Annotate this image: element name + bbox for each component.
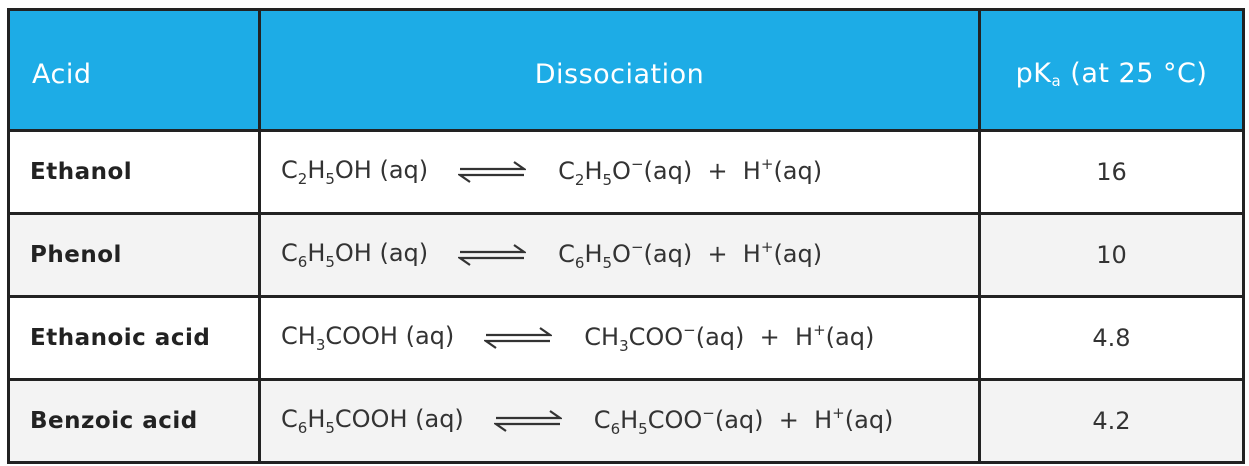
formula-text: (aq) + H (643, 240, 761, 268)
formula-text: C (558, 157, 575, 185)
formula-text: H (620, 406, 639, 434)
formula-text: CH (584, 323, 620, 351)
pka-suffix: (at 25 °C) (1061, 58, 1208, 89)
equilibrium-arrow-icon (458, 161, 527, 183)
superscript: + (760, 238, 774, 256)
acid-name: Phenol (7, 212, 261, 298)
pka-value: 10 (978, 212, 1245, 298)
formula-text: O (612, 240, 631, 268)
subscript: 6 (574, 254, 585, 272)
formula-text: H (584, 157, 603, 185)
subscript: 2 (574, 171, 585, 189)
acid-name: Benzoic acid (7, 378, 261, 464)
superscript: − (683, 321, 696, 339)
pka-prefix: pK (1015, 58, 1052, 89)
reactant: C2H5OH (aq) (281, 156, 428, 188)
formula-text: COO (628, 323, 684, 351)
pka-value: 4.2 (978, 378, 1245, 464)
formula-text: OH (aq) (334, 239, 429, 267)
reactant: CH3COOH (aq) (281, 322, 454, 354)
formula-text: O (612, 157, 631, 185)
formula-text: COOH (aq) (334, 405, 464, 433)
acid-name: Ethanoic acid (7, 295, 261, 381)
pka-value: 4.8 (978, 295, 1245, 381)
equilibrium-arrow-icon (493, 410, 562, 432)
formula-text: COOH (aq) (325, 322, 455, 350)
formula-text: (aq) (773, 157, 823, 185)
superscript: + (813, 321, 826, 339)
dissociation-equation: C6H5OH (aq) C6H5O−(aq) + H+(aq) (258, 212, 981, 298)
dissociation-equation: C2H5OH (aq) C2H5O−(aq) + H+(aq) (258, 129, 981, 215)
subscript: 3 (619, 337, 629, 355)
formula-text: (aq) (844, 406, 894, 434)
formula-text: (aq) + H (695, 323, 814, 351)
header-pka: pKa (at 25 °C) (978, 8, 1245, 132)
subscript: 2 (297, 170, 308, 188)
pka-table: Acid Dissociation pKa (at 25 °C) Ethanol… (7, 8, 1245, 464)
subscript: 5 (638, 420, 648, 438)
formula-text: C (558, 240, 575, 268)
dissociation-equation: C6H5COOH (aq) C6H5COO−(aq) + H+(aq) (258, 378, 981, 464)
subscript: 5 (602, 254, 613, 272)
subscript: 6 (297, 253, 308, 271)
formula-text: H (584, 240, 603, 268)
table-row: Phenol C6H5OH (aq) C6H5O−(aq) + H+(aq) 10 (7, 212, 1245, 298)
table-row: Ethanol C2H5OH (aq) C2H5O−(aq) + H+(aq) 1… (7, 129, 1245, 215)
formula-text: C (593, 406, 611, 434)
header-dissociation: Dissociation (258, 8, 981, 132)
subscript: 3 (315, 336, 326, 354)
equilibrium-arrow-icon (484, 327, 553, 349)
formula-text: H (307, 156, 326, 184)
formula-text: OH (aq) (334, 156, 429, 184)
superscript: − (630, 155, 644, 173)
products: C6H5COO−(aq) + H+(aq) (594, 404, 894, 438)
formula-text: COO (647, 406, 703, 434)
formula-text: C (281, 156, 298, 184)
subscript: 5 (325, 170, 335, 188)
acid-name: Ethanol (7, 129, 261, 215)
reactant: C6H5OH (aq) (281, 239, 428, 271)
products: C2H5O−(aq) + H+(aq) (558, 155, 822, 189)
pka-value: 16 (978, 129, 1245, 215)
formula-text: H (307, 405, 326, 433)
formula-text: (aq) (773, 240, 823, 268)
formula-text: (aq) + H (714, 406, 833, 434)
pka-subscript: a (1051, 72, 1062, 90)
dissociation-equation: CH3COOH (aq) CH3COO−(aq) + H+(aq) (258, 295, 981, 381)
table-row: Ethanoic acid CH3COOH (aq) CH3COO−(aq) + … (7, 295, 1245, 381)
subscript: 6 (297, 419, 308, 437)
superscript: − (702, 404, 715, 422)
header-acid: Acid (7, 8, 261, 132)
products: CH3COO−(aq) + H+(aq) (584, 321, 874, 355)
subscript: 5 (325, 253, 335, 271)
superscript: + (760, 155, 774, 173)
formula-text: (aq) + H (643, 157, 761, 185)
formula-text: H (307, 239, 326, 267)
subscript: 5 (325, 419, 335, 437)
superscript: + (832, 404, 845, 422)
subscript: 5 (602, 171, 613, 189)
reactant: C6H5COOH (aq) (281, 405, 464, 437)
subscript: 6 (610, 420, 621, 438)
equilibrium-arrow-icon (458, 244, 527, 266)
products: C6H5O−(aq) + H+(aq) (558, 238, 822, 272)
formula-text: (aq) (825, 323, 875, 351)
formula-text: C (281, 405, 298, 433)
table-row: Benzoic acid C6H5COOH (aq) C6H5COO−(aq) +… (7, 378, 1245, 464)
formula-text: CH (281, 322, 316, 350)
formula-text: C (281, 239, 298, 267)
superscript: − (630, 238, 644, 256)
header-row: Acid Dissociation pKa (at 25 °C) (7, 8, 1245, 132)
